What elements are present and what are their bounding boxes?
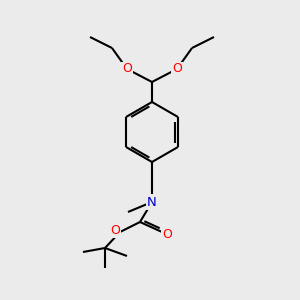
Text: O: O — [172, 62, 182, 76]
Text: O: O — [122, 62, 132, 76]
Text: O: O — [110, 224, 120, 236]
Text: N: N — [147, 196, 157, 208]
Text: O: O — [162, 227, 172, 241]
